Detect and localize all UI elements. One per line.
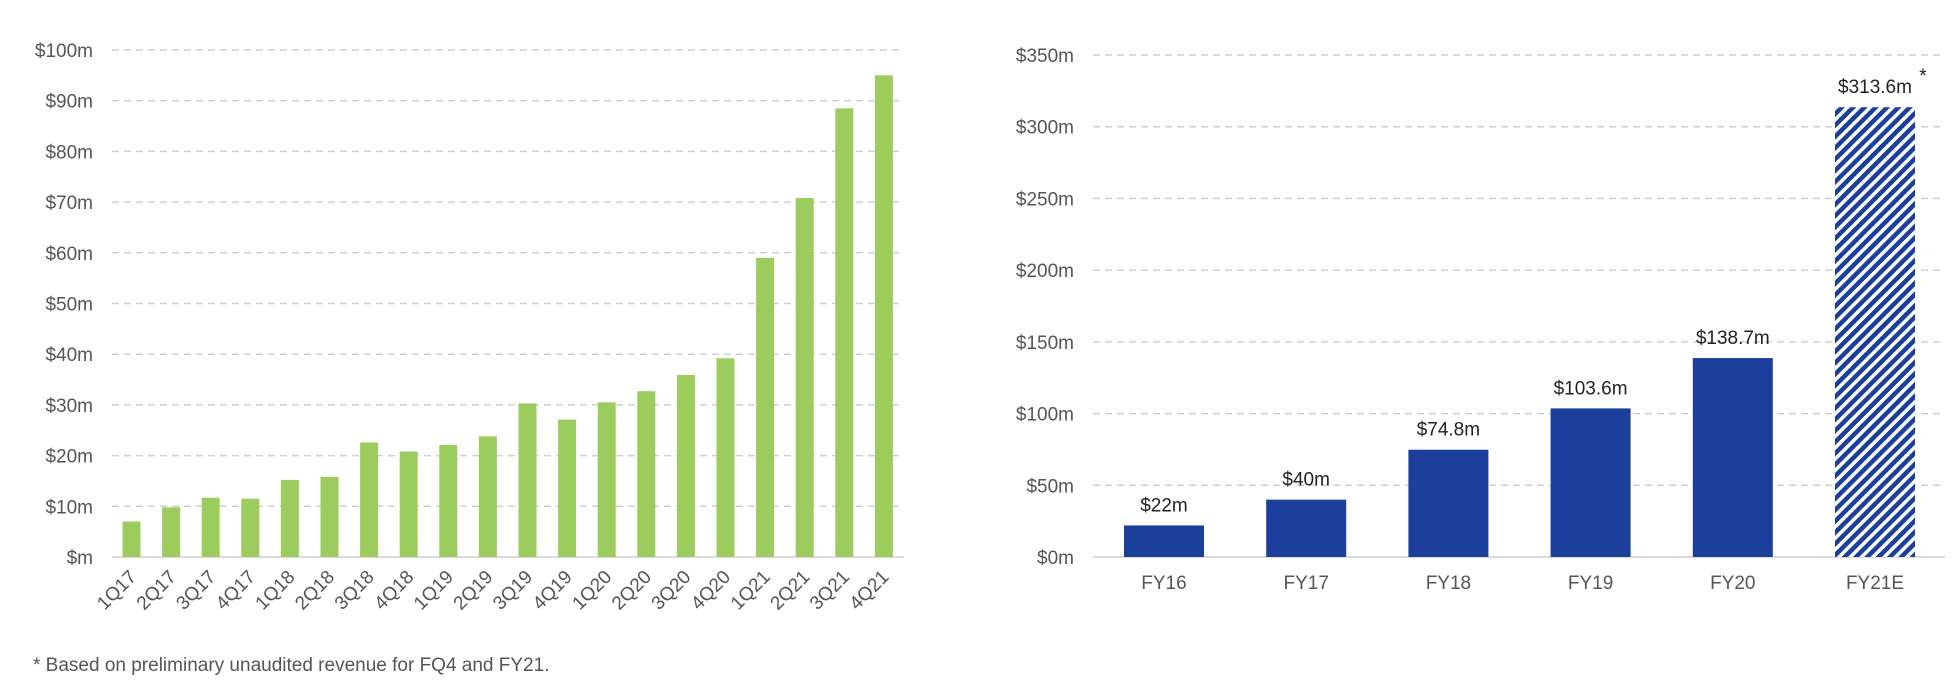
x-tick-label: 1Q18 xyxy=(252,567,300,615)
x-tick-label: 2Q17 xyxy=(133,567,181,615)
bar-2q21 xyxy=(795,198,814,557)
bar-4q21 xyxy=(874,75,893,557)
x-tick-label: 3Q19 xyxy=(489,567,537,615)
y-tick-label: $150m xyxy=(1016,333,1074,354)
x-tick-label: FY16 xyxy=(1141,573,1186,594)
bar-fy19 xyxy=(1550,408,1631,557)
bar-1q18 xyxy=(280,479,299,557)
data-label: $138.7m xyxy=(1696,328,1770,349)
bar-fy17 xyxy=(1266,499,1347,557)
data-label: $74.8m xyxy=(1417,420,1480,441)
bar-1q17 xyxy=(122,521,141,557)
x-tick-label: 2Q18 xyxy=(291,567,339,615)
x-tick-label: 1Q19 xyxy=(410,567,458,615)
x-tick-label: 1Q20 xyxy=(569,567,617,615)
bar-4q20 xyxy=(716,358,735,557)
x-tick-label: 3Q17 xyxy=(173,567,221,615)
x-tick-label: 2Q20 xyxy=(608,567,656,615)
bar-3q18 xyxy=(360,442,379,557)
x-tick-label: FY19 xyxy=(1568,573,1613,594)
x-tick-label: FY21E xyxy=(1846,573,1904,594)
x-tick-label: 2Q19 xyxy=(450,567,498,615)
bar-fy16 xyxy=(1124,525,1204,557)
bar-3q20 xyxy=(676,374,695,557)
x-tick-label: 3Q20 xyxy=(648,567,696,615)
y-tick-label: $350m xyxy=(1016,46,1074,67)
y-tick-label: $60m xyxy=(45,244,93,265)
y-tick-label: $10m xyxy=(45,497,93,518)
data-label: $313.6m xyxy=(1838,77,1912,98)
y-tick-label: $100m xyxy=(1016,405,1074,426)
y-tick-label: $300m xyxy=(1016,118,1074,139)
bar-fy18 xyxy=(1408,449,1489,557)
x-tick-label: 2Q21 xyxy=(767,567,815,615)
x-tick-label: 4Q19 xyxy=(529,567,577,615)
y-tick-label: $30m xyxy=(45,396,93,417)
data-label: $22m xyxy=(1140,495,1188,516)
bar-2q19 xyxy=(478,436,497,557)
bar-4q17 xyxy=(241,498,260,557)
data-label: $103.6m xyxy=(1554,378,1628,399)
x-tick-label: 4Q20 xyxy=(687,567,735,615)
bar-3q21 xyxy=(835,108,854,558)
y-tick-label: $90m xyxy=(45,92,93,113)
bar-2q17 xyxy=(162,507,181,557)
bar-fy20 xyxy=(1692,358,1773,557)
bar-1q19 xyxy=(439,444,458,557)
bar-4q19 xyxy=(558,419,577,557)
y-tick-label: $250m xyxy=(1016,189,1074,210)
x-tick-label: FY20 xyxy=(1710,573,1755,594)
quarterly-revenue-chart: $m $10m $20m $30m $40m $50m $60m $70m $80m $90m $1… xyxy=(35,41,904,614)
x-tick-label: 1Q21 xyxy=(727,567,775,615)
bar-1q21 xyxy=(756,257,775,557)
x-tick-label: 3Q18 xyxy=(331,567,379,615)
y-tick-label: $40m xyxy=(45,345,93,366)
x-tick-label: FY18 xyxy=(1426,573,1471,594)
x-tick-label: 1Q17 xyxy=(93,567,141,615)
bar-1q20 xyxy=(597,402,616,557)
bar-3q17 xyxy=(201,497,220,557)
y-tick-label: $70m xyxy=(45,193,93,214)
x-tick-label: 4Q17 xyxy=(212,567,260,615)
bar-3q19 xyxy=(518,403,537,557)
annual-revenue-chart: $0m $50m $100m $150m $200m $250m $300m $350m $22… xyxy=(1016,46,1945,594)
x-tick-label: 4Q18 xyxy=(371,567,419,615)
y-tick-label: $20m xyxy=(45,447,93,468)
bar-fy21e xyxy=(1835,107,1915,557)
data-label: $40m xyxy=(1282,470,1330,491)
y-tick-label: $50m xyxy=(45,295,93,316)
x-tick-label: FY17 xyxy=(1283,573,1328,594)
y-tick-label: $100m xyxy=(35,41,93,62)
x-tick-label: 3Q21 xyxy=(806,567,854,615)
x-tick-label: 4Q21 xyxy=(846,567,894,615)
bar-2q18 xyxy=(320,476,339,557)
bar-2q20 xyxy=(637,391,656,557)
y-tick-label: $80m xyxy=(45,142,93,163)
asterisk-marker: * xyxy=(1919,66,1927,87)
bar-4q18 xyxy=(399,451,418,557)
y-tick-label: $m xyxy=(67,548,93,569)
y-tick-label: $200m xyxy=(1016,261,1074,282)
footnote: * Based on preliminary unaudited revenue… xyxy=(33,655,550,676)
y-tick-label: $50m xyxy=(1026,476,1074,497)
y-tick-label: $0m xyxy=(1037,548,1074,569)
